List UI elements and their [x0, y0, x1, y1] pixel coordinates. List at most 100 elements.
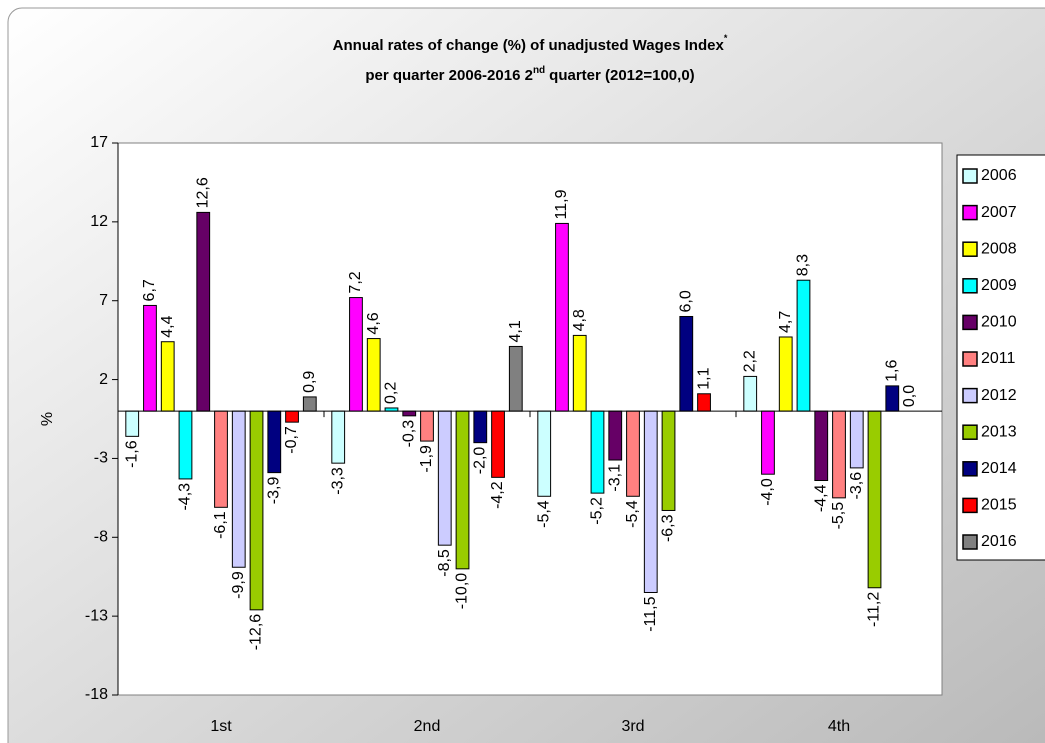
- bar: [302, 396, 317, 412]
- data-label: 4,7: [777, 311, 794, 333]
- x-tick-label: 3rd: [621, 718, 644, 735]
- bar: [178, 410, 193, 480]
- bar: [743, 375, 758, 412]
- data-label: 2,2: [741, 350, 758, 372]
- bar: [143, 304, 157, 412]
- x-tick-label: 1st: [210, 718, 232, 735]
- bar: [590, 410, 605, 494]
- data-label: -5,5: [830, 502, 847, 530]
- data-label: 6,0: [677, 290, 694, 312]
- y-axis-label: %: [39, 412, 56, 426]
- y-tick-label: 7: [99, 292, 108, 309]
- chart-subtitle: per quarter 2006-2016 2nd quarter (2012=1…: [365, 65, 694, 84]
- bar: [508, 345, 523, 412]
- bar: [661, 410, 676, 511]
- bar: [402, 410, 417, 417]
- bar: [572, 334, 587, 412]
- data-label: -5,4: [535, 500, 552, 528]
- legend-label: 2015: [981, 497, 1017, 514]
- bar: [867, 410, 882, 589]
- x-tick-label: 4th: [828, 718, 850, 735]
- legend-swatch: [962, 241, 978, 257]
- data-label: -11,5: [642, 596, 659, 631]
- legend-swatch: [962, 168, 978, 184]
- legend-label: 2016: [981, 533, 1017, 550]
- bar: [125, 410, 140, 437]
- data-label: -3,6: [848, 472, 865, 500]
- legend-swatch: [962, 534, 978, 550]
- bar: [643, 410, 658, 593]
- legend-label: 2013: [981, 423, 1017, 440]
- legend-swatch: [962, 461, 978, 477]
- y-tick-label: 12: [90, 213, 108, 230]
- data-label: -0,3: [400, 420, 417, 448]
- y-tick-label: 2: [99, 371, 108, 388]
- bar: [679, 315, 694, 412]
- legend-label: 2008: [981, 240, 1017, 257]
- legend-label: 2014: [981, 460, 1017, 477]
- y-tick-label: -3: [94, 450, 108, 467]
- bar: [796, 279, 811, 412]
- bar: [832, 410, 846, 499]
- data-label: 0,0: [901, 385, 918, 407]
- chart-title: Annual rates of change (%) of unadjusted…: [333, 33, 728, 54]
- data-label: 0,9: [301, 371, 318, 393]
- x-tick-label: 2nd: [414, 718, 441, 735]
- y-tick-label: -13: [85, 607, 108, 624]
- bar: [849, 410, 864, 469]
- bar: [761, 410, 775, 475]
- bar: [437, 410, 452, 546]
- bar: [285, 410, 299, 423]
- bar: [778, 336, 793, 412]
- legend-label: 2006: [981, 167, 1017, 184]
- legend-label: 2007: [981, 204, 1017, 221]
- bar: [331, 410, 346, 464]
- bar: [885, 385, 900, 412]
- legend-swatch: [962, 204, 978, 221]
- data-label: 8,3: [795, 254, 812, 276]
- data-label: 12,6: [194, 177, 211, 208]
- legend-label: 2009: [981, 277, 1017, 294]
- bar: [626, 410, 640, 497]
- bar: [267, 410, 282, 474]
- data-label: 4,1: [507, 320, 524, 342]
- data-label: 4,4: [159, 315, 176, 337]
- data-label: -1,6: [123, 440, 140, 468]
- data-label: 7,2: [347, 271, 364, 293]
- data-label: -4,4: [812, 484, 829, 512]
- y-tick-label: -18: [85, 686, 108, 703]
- legend-swatch: [962, 497, 978, 514]
- data-label: 11,9: [553, 189, 570, 219]
- data-label: -10,0: [454, 573, 471, 610]
- data-label: 4,6: [365, 312, 382, 334]
- bar: [196, 211, 211, 412]
- legend-swatch: [962, 424, 978, 440]
- data-label: -4,2: [489, 481, 506, 509]
- data-label: 0,2: [383, 382, 400, 404]
- data-label: -11,2: [866, 592, 883, 627]
- data-label: -5,4: [624, 500, 641, 528]
- legend-swatch: [962, 278, 978, 294]
- data-label: -2,0: [471, 447, 488, 475]
- data-label: -6,1: [212, 511, 229, 539]
- bar: [455, 410, 470, 570]
- data-label: 1,6: [883, 360, 900, 382]
- bar: [473, 410, 488, 444]
- bar: [697, 393, 711, 412]
- data-label: 4,8: [571, 309, 588, 331]
- legend-label: 2011: [981, 350, 1016, 367]
- data-label: -4,3: [177, 483, 194, 511]
- bar: [814, 410, 829, 482]
- data-label: -6,3: [660, 514, 677, 542]
- bar: [491, 410, 505, 478]
- y-tick-label: -8: [94, 529, 108, 546]
- legend-label: 2012: [981, 387, 1017, 404]
- data-label: -3,9: [265, 477, 282, 505]
- bar: [349, 297, 363, 412]
- data-label: 1,1: [695, 367, 712, 389]
- bar: [214, 410, 228, 508]
- data-label: -9,9: [230, 571, 247, 599]
- data-label: 6,7: [141, 279, 158, 301]
- data-label: -0,7: [283, 426, 300, 454]
